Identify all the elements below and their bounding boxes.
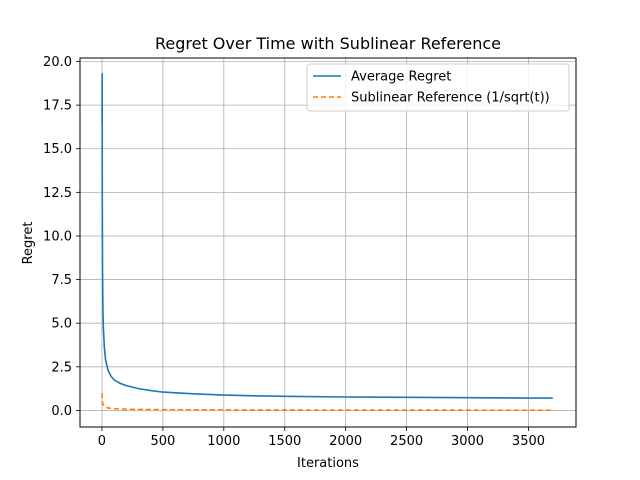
x-tick-label: 3500 [512,434,545,449]
y-tick-label: 15.0 [43,142,72,157]
x-tick-label: 2000 [329,434,362,449]
grid [80,58,576,427]
x-axis-label: Iterations [297,456,359,471]
y-tick-label: 0.0 [51,404,72,419]
y-axis-label: Regret [21,222,36,265]
x-tick-label: 500 [150,434,175,449]
legend: Average Regret Sublinear Reference (1/sqr… [306,63,570,112]
legend-label-0: Average Regret [351,70,451,85]
plot-series [101,72,553,411]
series-line-1 [101,392,553,411]
legend-box [306,63,570,112]
y-tick-label: 2.5 [51,360,72,375]
plot-frame [79,57,577,428]
x-tick-label: 1500 [268,434,301,449]
chart-title: Regret Over Time with Sublinear Referenc… [155,34,501,53]
y-tick-label: 20.0 [43,55,72,70]
x-tick-label: 3000 [451,434,484,449]
x-tick-label: 2500 [390,434,423,449]
y-tick-label: 12.5 [43,186,72,201]
y-tick-label: 10.0 [43,229,72,244]
x-tick-label: 1000 [207,434,240,449]
series-line-0 [101,72,553,399]
y-tick-label: 7.5 [51,273,72,288]
axis-ticks: 0 500 1000 1500 2000 2500 3000 3500 0.0 2.5 5.0 7.5… [43,55,545,449]
x-tick-label: 0 [98,434,106,449]
y-tick-label: 17.5 [43,99,72,114]
y-tick-label: 5.0 [51,317,72,332]
legend-label-1: Sublinear Reference (1/sqrt(t)) [351,91,550,106]
